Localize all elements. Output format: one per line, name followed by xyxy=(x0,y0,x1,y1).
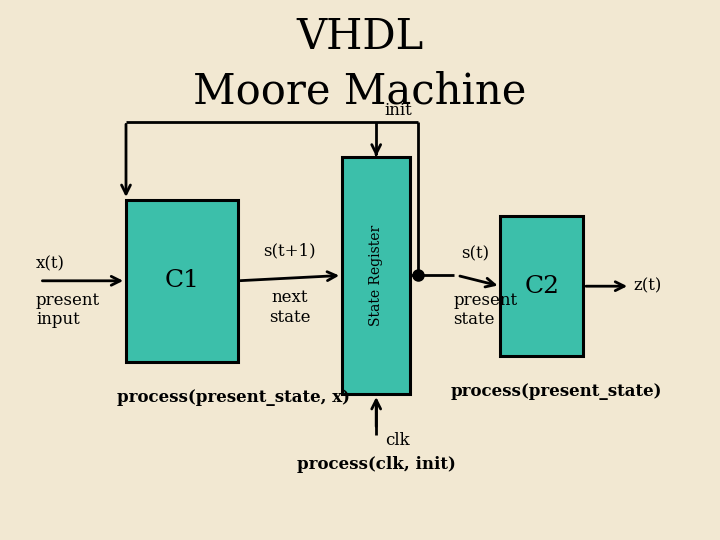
Text: Moore Machine: Moore Machine xyxy=(193,70,527,112)
Bar xyxy=(126,200,238,362)
Text: present
state: present state xyxy=(454,292,518,328)
Text: next
state: next state xyxy=(269,289,310,326)
Text: x(t): x(t) xyxy=(36,256,65,273)
Bar xyxy=(342,157,410,394)
Text: C2: C2 xyxy=(524,275,559,298)
Text: s(t+1): s(t+1) xyxy=(264,242,316,259)
Text: z(t): z(t) xyxy=(634,278,662,295)
Text: present
input: present input xyxy=(36,292,100,328)
Text: process(clk, init): process(clk, init) xyxy=(297,456,456,473)
Text: s(t): s(t) xyxy=(461,245,489,262)
Text: C1: C1 xyxy=(164,269,199,292)
Text: init: init xyxy=(384,102,413,119)
Text: clk: clk xyxy=(384,432,410,449)
Text: State Register: State Register xyxy=(369,225,383,326)
Bar xyxy=(500,216,583,356)
Text: VHDL: VHDL xyxy=(297,16,423,58)
Text: process(present_state, x): process(present_state, x) xyxy=(117,389,351,406)
Text: process(present_state): process(present_state) xyxy=(451,383,662,400)
